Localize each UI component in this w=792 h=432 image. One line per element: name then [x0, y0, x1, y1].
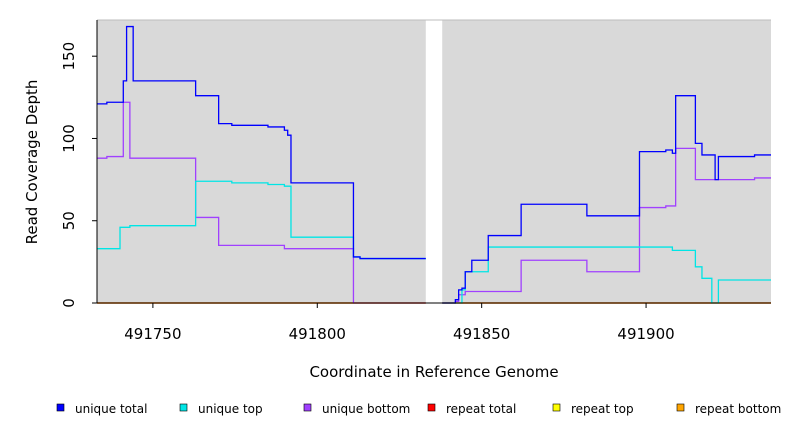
legend: unique total unique top unique bottom repea… [56, 402, 781, 416]
legend-label: unique total [75, 402, 147, 416]
legend-swatch [179, 403, 188, 412]
legend-label: unique bottom [322, 402, 410, 416]
y-tick-label: 100 [60, 124, 78, 153]
legend-label: unique top [198, 402, 263, 416]
axes: 0 50 100 150 491750 491800 491850 491900 [60, 20, 771, 343]
legend-swatch [676, 403, 685, 412]
panel-right [442, 20, 771, 303]
x-tick-label: 491850 [453, 325, 510, 343]
x-tick-label: 491900 [617, 325, 674, 343]
legend-swatch [303, 403, 312, 412]
x-axis-title: Coordinate in Reference Genome [309, 363, 558, 381]
legend-label: repeat total [446, 402, 516, 416]
legend-label: repeat top [571, 402, 634, 416]
y-tick-label: 150 [60, 42, 78, 71]
plot-panel [97, 19, 771, 303]
y-tick-label: 50 [60, 211, 78, 230]
x-tick-label: 491800 [289, 325, 346, 343]
legend-swatch [427, 403, 436, 412]
legend-swatch [56, 403, 65, 412]
panel-left [97, 20, 426, 303]
y-axis-title: Read Coverage Depth [23, 80, 41, 245]
y-tick-label: 0 [60, 298, 78, 308]
x-tick-label: 491750 [124, 325, 181, 343]
legend-swatch [552, 403, 561, 412]
series-line-unique-total [97, 25, 771, 304]
legend-label: repeat bottom [695, 402, 781, 416]
